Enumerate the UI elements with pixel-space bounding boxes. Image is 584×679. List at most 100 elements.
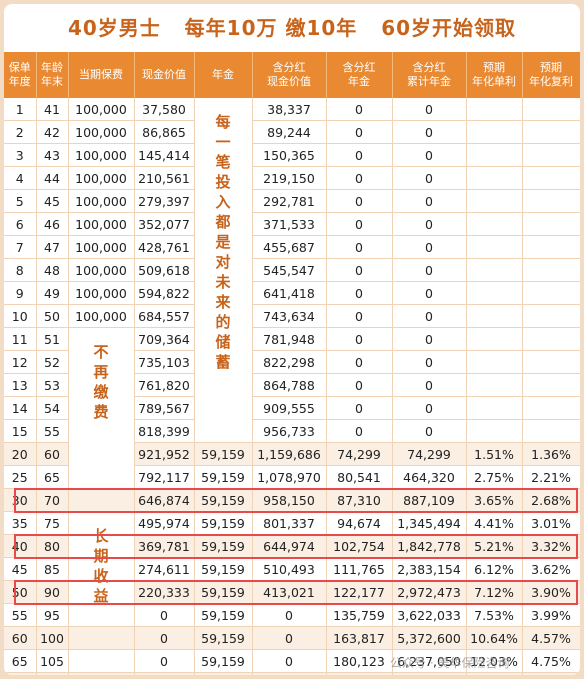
column-header: 含分红 现金价值: [252, 52, 327, 98]
table-row: 65 105 0 59,159 0 180,123 6,237,050 12.03% 4.75%: [4, 649, 580, 673]
table-cell: 55: [36, 419, 69, 443]
table-cell: [522, 98, 580, 121]
table-header: 保单 年度 年龄 年末 当期保费 现金价值 年金 含分红 现金价值 含分红 年金 含分红 累计年金 预期年…: [4, 52, 580, 98]
table-cell: [522, 327, 580, 351]
table-cell: 100,000: [68, 98, 135, 121]
table-cell: [522, 120, 580, 144]
table-cell: [466, 166, 523, 190]
table-cell: 646,874: [134, 488, 195, 512]
table-cell: 70: [36, 488, 69, 512]
table-cell: 5: [4, 189, 37, 213]
table-cell: 8,038,280: [392, 672, 467, 675]
table-cell: 25: [4, 465, 37, 489]
table-cell: 0: [392, 327, 467, 351]
table-cell: 180,123: [326, 649, 393, 673]
table-cell: 495,974: [134, 511, 195, 535]
table-cell: 100,000: [68, 166, 135, 190]
table-cell: 46: [36, 212, 69, 236]
table-cell: [68, 488, 135, 512]
table-cell: 100,000: [68, 143, 135, 167]
table-cell: 80,541: [326, 465, 393, 489]
table-cell: 100,000: [68, 120, 135, 144]
benefit-table: 保单 年度 年龄 年末 当期保费 现金价值 年金 含分红 现金价值 含分红 年金 含分红 累计年金 预期年…: [4, 52, 580, 675]
table-cell: 80: [36, 534, 69, 558]
column-header: 年金: [194, 52, 253, 98]
table-row: 2 42 100,000 86,865 89,244 0 0: [4, 120, 580, 144]
table-row: 12 52 735,103 822,298 0 0: [4, 350, 580, 374]
table-cell: 38,337: [252, 98, 327, 121]
table-cell: 4.75%: [522, 649, 580, 673]
table-row: 10 50 100,000 684,557 743,634 0 0: [4, 304, 580, 328]
page-title: 40岁男士 每年10万 缴10年 60岁开始领取: [67, 16, 517, 40]
table-cell: 41: [36, 98, 69, 121]
table-cell: 60: [36, 442, 69, 466]
table-cell: 11: [4, 327, 37, 351]
table-cell: 792,117: [134, 465, 195, 489]
table-cell: 8: [4, 258, 37, 282]
table-cell: 219,150: [252, 166, 327, 190]
table-cell: 761,820: [134, 373, 195, 397]
table-cell: 2: [4, 120, 37, 144]
table-cell: 15: [4, 419, 37, 443]
table-cell: 94,674: [326, 511, 393, 535]
table-cell: 3.65%: [466, 488, 523, 512]
column-header: 年龄 年末: [36, 52, 69, 98]
table-cell: 0: [392, 143, 467, 167]
table-cell: 90: [36, 580, 69, 604]
table-cell: 2.75%: [466, 465, 523, 489]
table-cell: 59,159: [194, 442, 253, 466]
table-cell: 1,842,778: [392, 534, 467, 558]
table-cell: 0: [326, 350, 393, 374]
table-cell: 464,320: [392, 465, 467, 489]
table-cell: 0: [326, 235, 393, 259]
table-row: 11 51 不再缴费 709,364 781,948 0 0: [4, 327, 580, 489]
table-cell: [522, 189, 580, 213]
table-row: 55 95 0 59,159 0 135,759 3,622,033 7.53% 3.99%: [4, 603, 580, 627]
table-cell: 100,000: [68, 235, 135, 259]
table-cell: 59,159: [194, 511, 253, 535]
table-cell: 956,733: [252, 419, 327, 443]
table-cell: 2,383,154: [392, 557, 467, 581]
table-cell: 100: [36, 626, 69, 650]
table-cell: [466, 189, 523, 213]
table-cell: 5.02%: [522, 672, 580, 675]
table-cell: 743,634: [252, 304, 327, 328]
table-row: 1 41 100,000 37,580 每一笔投入都是对未来的储蓄 38,337 0 0: [4, 98, 580, 443]
table-cell: [466, 419, 523, 443]
table-cell: 4: [4, 166, 37, 190]
table-cell: [522, 143, 580, 167]
table-cell: 10.64%: [466, 626, 523, 650]
table-cell: 1.51%: [466, 442, 523, 466]
table-cell: 100,000: [68, 304, 135, 328]
table-cell: 0: [392, 120, 467, 144]
table-cell: 13: [4, 373, 37, 397]
table-cell: 89,244: [252, 120, 327, 144]
table-cell: 37,580: [134, 98, 195, 121]
table-cell: [68, 649, 135, 673]
table-cell: 684,557: [134, 304, 195, 328]
table-cell: 5,372,600: [392, 626, 467, 650]
table-cell: 921,952: [134, 442, 195, 466]
table-row: 661060591,59001,801,2308,038,28014.80%5.…: [4, 672, 580, 675]
table-cell: 7: [4, 235, 37, 259]
table-row: 7 47 100,000 428,761 455,687 0 0: [4, 235, 580, 259]
table-cell: 0: [326, 212, 393, 236]
table-cell: 59,159: [194, 626, 253, 650]
table-cell: 55: [4, 603, 37, 627]
table-row: 13 53 761,820 864,788 0 0: [4, 373, 580, 397]
table-cell: [466, 373, 523, 397]
table-cell: 1: [4, 98, 37, 121]
table-cell: 279,397: [134, 189, 195, 213]
table-cell: 59,159: [194, 580, 253, 604]
table-row: 6 46 100,000 352,077 371,533 0 0: [4, 212, 580, 236]
table-cell: 210,561: [134, 166, 195, 190]
table-cell: 1,078,970: [252, 465, 327, 489]
table-cell: 2.68%: [522, 488, 580, 512]
table-cell: 0: [392, 350, 467, 374]
table-cell: 45: [4, 557, 37, 581]
table-cell: 0: [252, 626, 327, 650]
table-cell: 369,781: [134, 534, 195, 558]
table-cell: 65: [4, 649, 37, 673]
table-cell: [522, 235, 580, 259]
table-cell: 106: [36, 672, 69, 675]
